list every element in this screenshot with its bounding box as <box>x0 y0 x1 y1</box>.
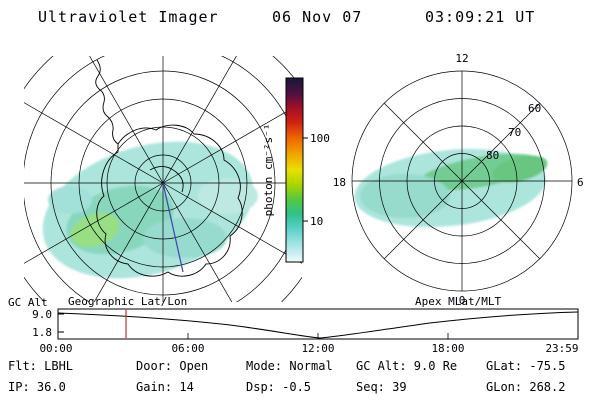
app-title: Ultraviolet Imager <box>38 8 219 26</box>
spacecraft-track-line <box>162 182 184 273</box>
status-ip: IP: 36.0 <box>8 380 66 394</box>
status-door: Door: Open <box>136 359 208 373</box>
mlat-label-70: 70 <box>508 126 521 139</box>
apex-aurora-image <box>354 148 548 228</box>
status-dsp: Dsp: -0.5 <box>246 380 311 394</box>
header-time-ut: 03:09:21 UT <box>425 8 535 26</box>
strip-ylabel: GC Alt <box>8 296 48 309</box>
status-glat: GLat: -75.5 <box>486 359 565 373</box>
status-mode: Mode: Normal <box>246 359 333 373</box>
status-glon: GLon: 268.2 <box>486 380 565 394</box>
colorbar-tick-100: 100 <box>310 132 330 145</box>
strip-ytick-bottom: 1.8 <box>32 326 52 339</box>
status-gain: Gain: 14 <box>136 380 194 394</box>
strip-ytick-top: 9.0 <box>32 308 52 321</box>
geo-map-panel <box>24 56 302 302</box>
coastline-antarctica <box>95 59 243 277</box>
colorbar-tick-10: 10 <box>310 215 323 228</box>
apex-grid <box>351 70 573 292</box>
xtick-0000: 00:00 <box>39 342 72 355</box>
header-date: 06 Nov 07 <box>272 8 362 26</box>
gc-alt-curve <box>57 311 579 339</box>
mlat-label-60: 60 <box>528 102 541 115</box>
xtick-2359: 23:59 <box>545 342 578 355</box>
status-flt: Flt: LBHL <box>8 359 73 373</box>
colorbar-units-label: photon cm⁻²s⁻¹ <box>262 124 275 217</box>
xtick-0600: 06:00 <box>171 342 204 355</box>
mlat-label-80: 80 <box>486 149 499 162</box>
apex-plot-panel: 12 18 6 0 60 70 80 <box>333 52 584 307</box>
geo-panel-label: Geographic Lat/Lon <box>68 295 187 308</box>
colorbar-gradient <box>285 77 304 263</box>
status-seq: Seq: 39 <box>356 380 407 394</box>
mlt-label-0: 0 <box>459 294 466 307</box>
mlt-label-12: 12 <box>455 52 468 65</box>
status-gcalt: GC Alt: 9.0 Re <box>356 359 457 373</box>
mlt-label-6: 6 <box>577 176 584 189</box>
colorbar: 100 10 photon cm⁻²s⁻¹ <box>262 77 330 263</box>
geo-aurora-image <box>42 141 258 279</box>
mlt-label-18: 18 <box>333 176 346 189</box>
status-bar: Flt: LBHL Door: Open Mode: Normal GC Alt… <box>8 359 565 394</box>
geo-latlon-grid <box>24 56 302 302</box>
apex-panel-label: Apex MLat/MLT <box>415 295 501 308</box>
xtick-1200: 12:00 <box>301 342 334 355</box>
gc-alt-strip-chart: Geographic Lat/Lon Apex MLat/MLT GC Alt … <box>8 295 579 355</box>
xtick-1800: 18:00 <box>431 342 464 355</box>
